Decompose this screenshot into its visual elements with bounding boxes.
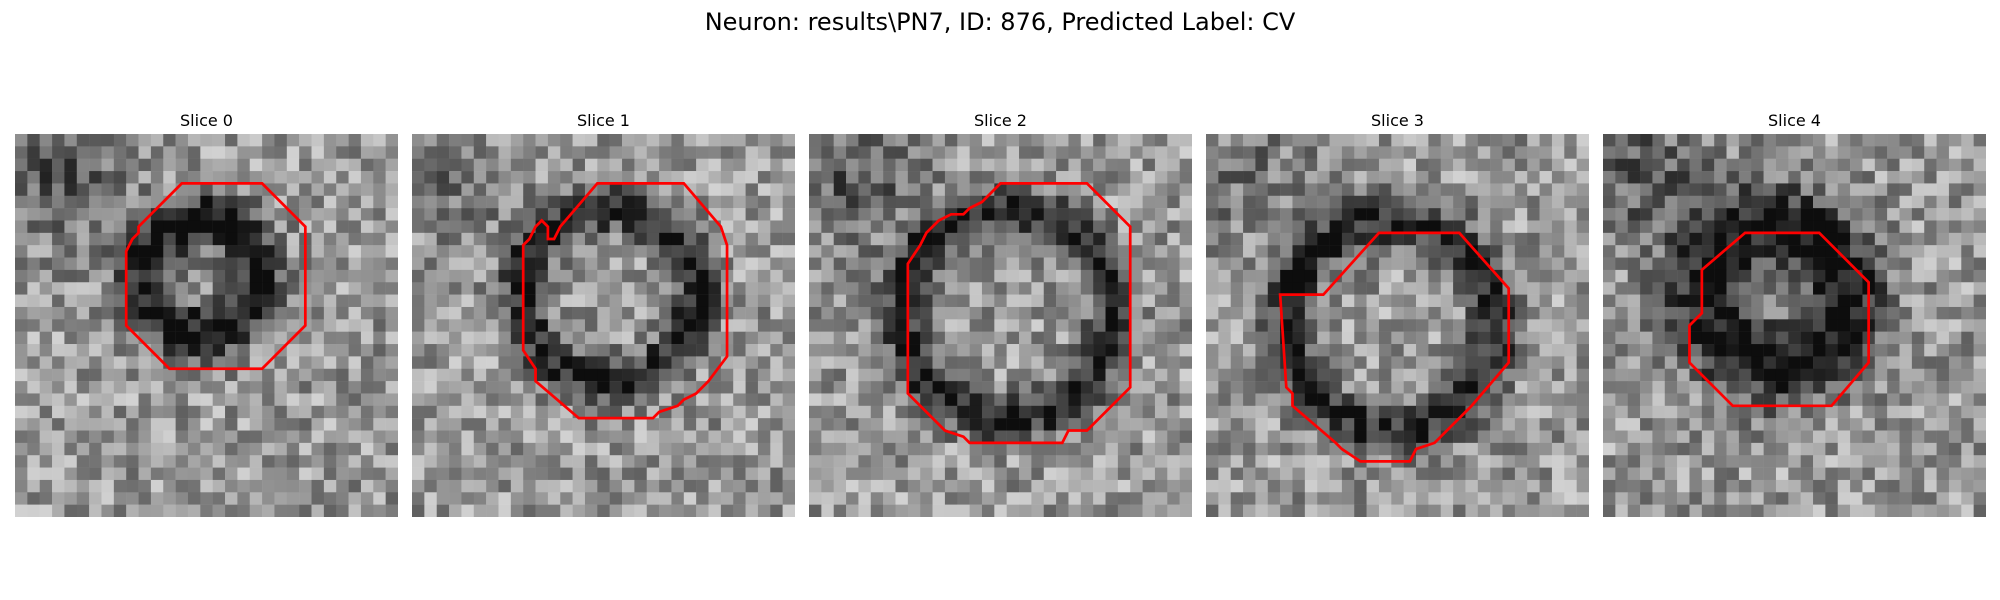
grayscale-pixels [1206,134,1589,517]
slice-image [1603,134,1986,517]
segmentation-contour [1688,231,1870,408]
figure-title: Neuron: results\PN7, ID: 876, Predicted … [704,8,1296,36]
slice-image [809,134,1192,517]
slice-title: Slice 2 [974,111,1027,130]
slice-image [1206,134,1589,517]
slice-panel-1: Slice 1 [412,108,795,517]
slice-title: Slice 3 [1371,111,1424,130]
slice-panel-0: Slice 0 [15,108,398,517]
segmentation-contour [124,182,307,371]
slice-title: Slice 1 [577,111,630,130]
grayscale-pixels [1603,134,1986,517]
slice-image [412,134,795,517]
grayscale-pixels [809,134,1192,517]
slice-title: Slice 0 [180,111,233,130]
segmentation-contour [521,182,729,420]
slice-title: Slice 4 [1768,111,1821,130]
slice-panel-4: Slice 4 [1603,108,1986,517]
grayscale-pixels [412,134,795,517]
slice-panel-3: Slice 3 [1206,108,1589,517]
slice-image [15,134,398,517]
slice-panel-2: Slice 2 [809,108,1192,517]
grayscale-pixels [15,134,398,517]
segmentation-contour [906,182,1132,445]
segmentation-contour [1278,231,1511,463]
